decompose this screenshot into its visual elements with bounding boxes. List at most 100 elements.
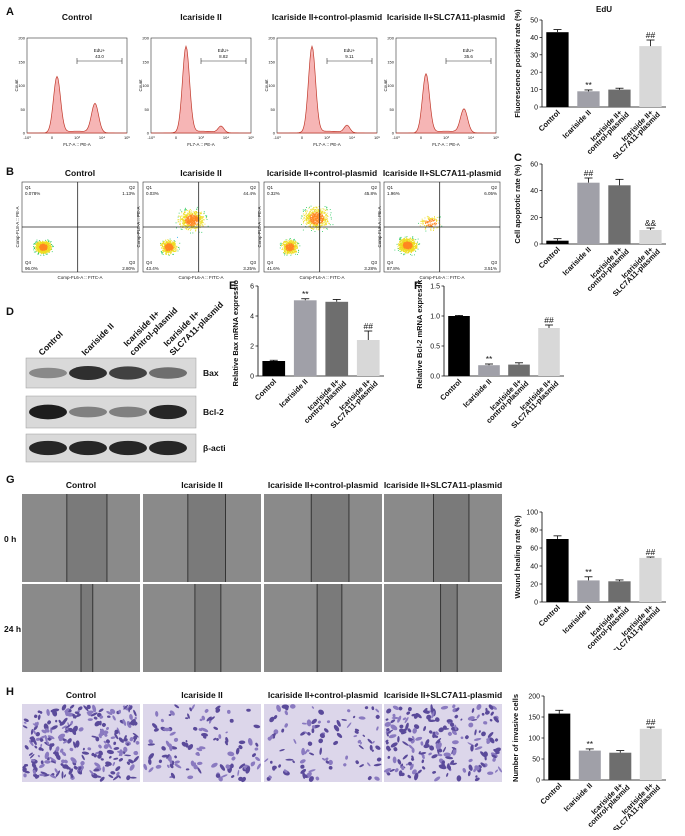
scatter-dot	[166, 241, 168, 243]
scatter-dot	[289, 241, 291, 243]
scatter-dot	[203, 216, 205, 218]
scatter-dot	[184, 215, 186, 217]
scatter-dot	[167, 253, 169, 255]
scatter-dot	[320, 211, 321, 213]
scatter-dot	[294, 240, 296, 242]
scatter-dot	[194, 225, 196, 227]
stained-cell	[55, 746, 60, 753]
scatter-dot	[408, 242, 410, 244]
stained-cell	[23, 721, 27, 724]
scatter-dot	[305, 212, 307, 214]
scatter-dot	[161, 244, 163, 246]
quadrant-value: 6.05%	[484, 191, 497, 196]
scatter-dot	[286, 249, 288, 250]
stained-cell	[90, 712, 98, 717]
scatter-dot	[45, 246, 47, 248]
scatter-dot	[288, 252, 290, 254]
scatter-dot	[321, 214, 323, 216]
flow-ytick-label: 200	[18, 36, 25, 41]
scatter-dot	[297, 243, 299, 245]
scatter-dot	[410, 245, 412, 247]
scatter-dot	[415, 245, 417, 246]
scatter-dot	[183, 217, 185, 219]
scatter-dot	[201, 217, 203, 219]
scatter-dot	[165, 246, 167, 248]
scatter-dot	[295, 247, 297, 249]
scatter-dot	[407, 241, 409, 242]
scatter-dot	[286, 247, 287, 249]
scatter-dot	[293, 244, 294, 246]
scatter-dot	[197, 216, 199, 218]
scatter-dot	[302, 219, 304, 221]
scatter-dot	[406, 242, 408, 244]
scatter-dot	[291, 246, 293, 248]
quadrant-value: 45.8%	[364, 191, 377, 196]
scatter-dot	[315, 212, 316, 214]
scatter-dot	[399, 240, 401, 242]
scatter-dot	[161, 243, 163, 244]
scatter-dot	[196, 218, 198, 219]
scatter-dot	[283, 243, 285, 245]
scatter-dot	[326, 216, 328, 218]
flow-ytick-label: 0	[23, 131, 26, 136]
stained-cell	[31, 762, 37, 769]
scatter-dot	[167, 239, 169, 241]
scatter-dot	[322, 219, 324, 220]
scatter-dot	[428, 221, 429, 223]
scatter-dot	[42, 246, 44, 247]
scatter-dot	[42, 243, 44, 244]
scatter-dot	[41, 246, 43, 248]
stained-cell	[112, 715, 116, 721]
scatter-dot	[416, 244, 418, 246]
scatter-dot	[175, 248, 177, 250]
scatter-dot	[402, 240, 404, 242]
scatter-dot	[283, 241, 285, 243]
scatter-dot	[414, 250, 416, 251]
scatter-dot	[320, 213, 322, 214]
scatter-dot	[430, 228, 432, 230]
flow-group-title: Icariside II	[180, 12, 222, 22]
stained-cell	[78, 727, 84, 732]
scatter-dot	[196, 219, 198, 220]
scatter-dot	[403, 245, 405, 247]
scatter-dot	[433, 228, 435, 229]
scatter-dot	[312, 228, 314, 230]
scatter-dot	[162, 243, 164, 244]
scatter-dot	[326, 223, 327, 225]
scatter-dot	[189, 215, 191, 217]
scatter-dot	[182, 225, 184, 227]
scatter-dot	[186, 216, 188, 218]
scatter-dot	[322, 220, 323, 222]
scatter-dot	[40, 248, 42, 250]
scatter-dot	[412, 247, 414, 249]
scatter-dot	[46, 241, 47, 243]
scatter-dot	[405, 248, 407, 250]
scatter-dot	[46, 253, 48, 255]
scatter-dot	[321, 218, 322, 220]
scatter-dot	[39, 241, 41, 242]
scatter-dot	[41, 251, 43, 253]
scatter-dot	[301, 215, 303, 217]
scatter-dot	[432, 225, 433, 227]
scatter-dot	[190, 218, 191, 219]
scatter-dot	[193, 224, 195, 226]
scatter-dot	[169, 251, 171, 253]
scatter-dot	[173, 247, 175, 249]
scatter-dot	[288, 245, 290, 247]
scatter-dot	[285, 246, 287, 247]
scatter-dot	[185, 221, 187, 223]
scatter-dot	[193, 223, 195, 225]
scatter-dot	[413, 243, 415, 245]
scatter-dot	[183, 219, 185, 220]
scatter-dot	[36, 244, 38, 246]
scatter-dot	[162, 250, 164, 251]
scatter-dot	[292, 243, 294, 245]
scatter-dot	[325, 221, 327, 222]
scatter-dot	[165, 243, 167, 245]
scatter-dot	[321, 216, 322, 217]
scatter-dot	[291, 249, 293, 251]
stained-cell	[43, 774, 50, 777]
scatter-dot	[404, 239, 406, 241]
scatter-dot	[293, 248, 295, 250]
quadrant-name: Q4	[25, 260, 32, 265]
